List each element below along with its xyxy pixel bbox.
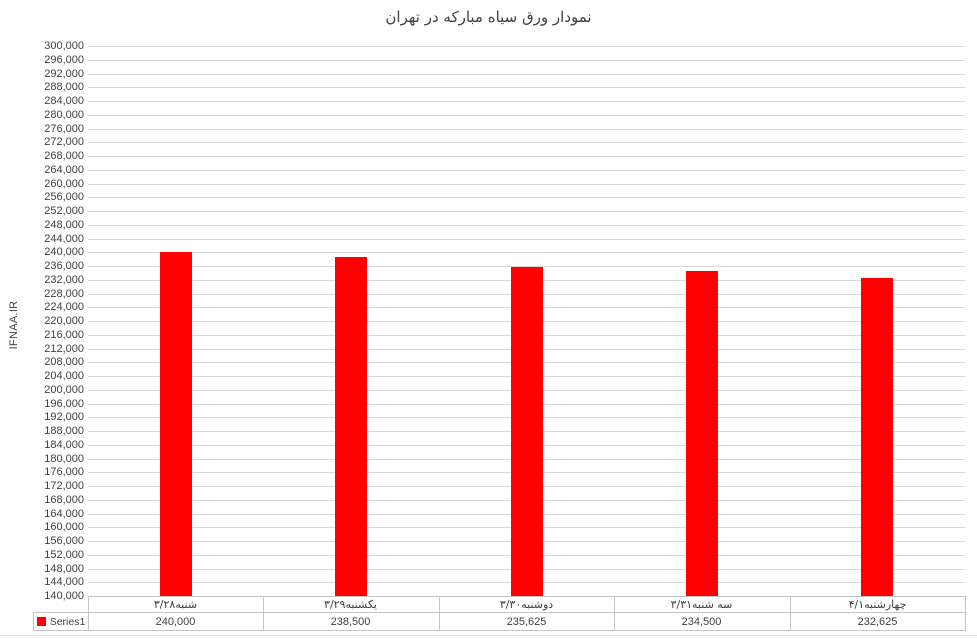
y-tick-label: 180,000 [44,453,84,465]
y-gridline [88,74,965,75]
table-column-divider [965,596,966,631]
y-tick-label: 224,000 [44,301,84,313]
category-cell: چهارشنبه۴/۱ [848,598,907,611]
chart-bottom-edge [0,635,977,636]
y-tick-label: 168,000 [44,494,84,506]
y-tick-label: 144,000 [44,576,84,588]
y-tick-label: 296,000 [44,54,84,66]
table-legend-left-border [33,612,34,631]
bar-5 [861,278,893,596]
y-tick-label: 188,000 [44,425,84,437]
y-tick-label: 216,000 [44,329,84,341]
table-bottom-border [33,630,965,631]
y-tick-label: 252,000 [44,205,84,217]
y-gridline [88,142,965,143]
y-gridline [88,129,965,130]
y-tick-label: 284,000 [44,95,84,107]
y-gridline [88,115,965,116]
table-column-divider [439,596,440,631]
category-cell: یکشنبه۳/۲۹ [324,598,377,611]
category-cell: شنبه۳/۲۸ [153,598,198,611]
legend-swatch-icon [36,617,46,626]
y-tick-label: 300,000 [44,40,84,52]
y-gridline [88,60,965,61]
table-column-divider [614,596,615,631]
y-tick-label: 240,000 [44,246,84,258]
y-tick-label: 140,000 [44,590,84,602]
y-tick-label: 152,000 [44,549,84,561]
table-column-divider [790,596,791,631]
y-tick-label: 292,000 [44,68,84,80]
y-gridline [88,101,965,102]
y-tick-label: 272,000 [44,136,84,148]
y-tick-label: 196,000 [44,398,84,410]
y-gridline [88,239,965,240]
bar-1 [160,252,192,596]
y-tick-label: 156,000 [44,535,84,547]
bar-4 [686,271,718,596]
chart-title: نمودار ورق سیاه مبارکه در تهران [385,8,592,26]
y-tick-label: 236,000 [44,260,84,272]
y-tick-label: 148,000 [44,563,84,575]
y-tick-label: 228,000 [44,288,84,300]
y-gridline [88,170,965,171]
y-gridline [88,211,965,212]
legend-cell: Series1 [34,613,88,630]
table-column-divider [263,596,264,631]
y-tick-label: 248,000 [44,219,84,231]
y-tick-label: 264,000 [44,164,84,176]
y-tick-label: 172,000 [44,480,84,492]
value-cell: 240,000 [155,616,196,628]
y-tick-label: 204,000 [44,370,84,382]
y-tick-label: 192,000 [44,411,84,423]
table-column-divider [88,596,89,631]
table-row-divider [33,612,965,613]
y-tick-label: 268,000 [44,150,84,162]
value-cell: 232,625 [857,616,898,628]
value-cell: 235,625 [506,616,547,628]
y-tick-label: 212,000 [44,343,84,355]
y-gridline [88,156,965,157]
y-tick-label: 256,000 [44,191,84,203]
y-tick-label: 164,000 [44,508,84,520]
y-tick-label: 160,000 [44,521,84,533]
y-gridline [88,46,965,47]
y-tick-label: 288,000 [44,81,84,93]
y-gridline [88,184,965,185]
value-cell: 238,500 [330,616,371,628]
y-gridline [88,87,965,88]
y-gridline [88,252,965,253]
category-cell: دوشنبه۳/۳۰ [499,598,554,611]
y-tick-label: 276,000 [44,123,84,135]
y-tick-label: 232,000 [44,274,84,286]
y-tick-label: 260,000 [44,178,84,190]
y-tick-label: 208,000 [44,356,84,368]
y-tick-label: 176,000 [44,466,84,478]
value-cell: 234,500 [681,616,722,628]
y-gridline [88,225,965,226]
legend-label: Series1 [49,615,86,628]
y-tick-label: 280,000 [44,109,84,121]
bar-2 [335,257,367,596]
y-tick-label: 220,000 [44,315,84,327]
bar-3 [511,267,543,596]
y-tick-label: 244,000 [44,233,84,245]
y-tick-label: 184,000 [44,439,84,451]
y-gridline [88,197,965,198]
table-top-border [88,596,965,597]
y-tick-label: 200,000 [44,384,84,396]
y-gridline [88,266,965,267]
category-cell: سه شنبه۳/۳۱ [670,598,733,611]
